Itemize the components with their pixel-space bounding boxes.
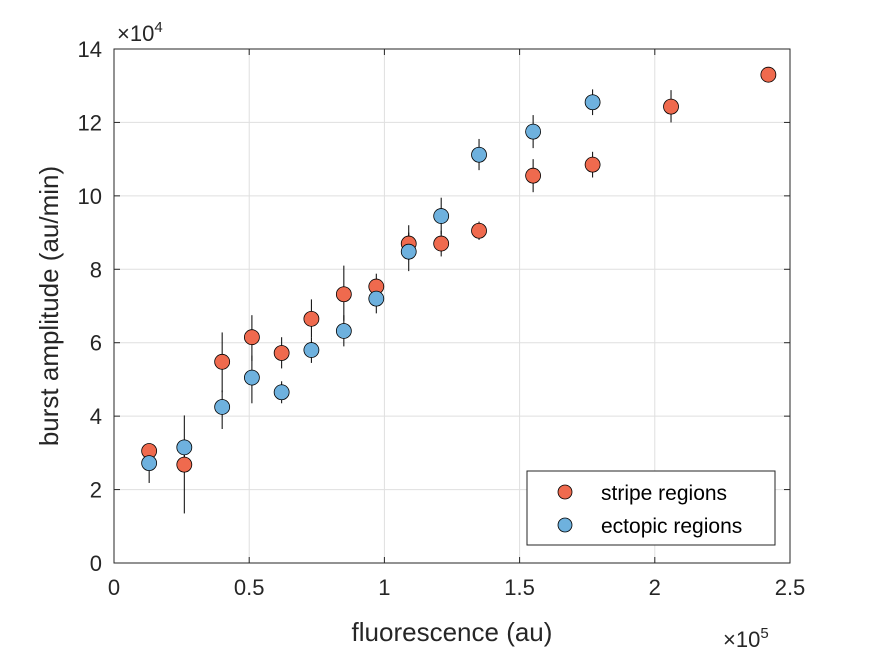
y-exponent-label: ×104	[117, 19, 163, 46]
x-tick-label: 2.5	[775, 575, 806, 600]
y-tick-label: 14	[78, 37, 102, 62]
data-point-ectopic	[471, 146, 487, 163]
legend-box	[526, 470, 776, 546]
data-point-stripe	[525, 167, 542, 184]
x-tick-labels: 0 0.5 1 1.5 2 2.5	[108, 575, 805, 600]
y-tick-label: 4	[90, 404, 102, 429]
x-exponent-base: ×10	[723, 627, 760, 652]
data-point-ectopic	[433, 208, 450, 224]
y-tick-labels: 0 2 4 6 8 10 12 14	[78, 37, 102, 576]
data-point-stripe	[433, 235, 450, 252]
data-point-stripe	[214, 353, 231, 370]
data-point-ectopic	[368, 290, 385, 307]
data-point-ectopic	[141, 455, 158, 472]
x-exponent-power: 5	[760, 625, 768, 642]
y-exponent-base: ×10	[117, 21, 154, 46]
y-tick-label: 6	[90, 331, 102, 356]
data-point-stripe	[471, 222, 487, 239]
x-tick-label: 2	[649, 575, 661, 600]
data-point-ectopic	[584, 94, 601, 111]
legend-label-stripe: stripe regions	[601, 482, 727, 505]
legend-marker-ectopic	[557, 517, 573, 533]
legend-marker-stripe	[557, 484, 573, 500]
data-point-ectopic	[176, 439, 193, 456]
x-tick-label: 1.5	[504, 575, 535, 600]
data-point-stripe	[335, 286, 352, 303]
data-point-stripe	[303, 310, 320, 327]
data-point-ectopic	[244, 369, 260, 386]
data-point-ectopic	[303, 342, 320, 358]
y-exponent-power: 4	[154, 19, 162, 36]
legend: stripe regions ectopic regions	[526, 470, 776, 546]
x-tick-label: 0.5	[234, 575, 265, 600]
y-axis-label: burst amplitude (au/min)	[34, 166, 64, 446]
data-point-stripe	[273, 345, 290, 361]
y-tick-label: 10	[78, 184, 102, 209]
x-axis-label: fluorescence (au)	[352, 617, 553, 647]
data-point-stripe	[663, 98, 679, 115]
y-tick-label: 8	[90, 257, 102, 282]
data-point-ectopic	[525, 123, 542, 140]
legend-label-ectopic: ectopic regions	[601, 515, 742, 538]
plot-frame	[113, 48, 791, 564]
y-tick-label: 12	[78, 110, 102, 135]
x-exponent-label: ×105	[723, 625, 769, 652]
y-tick-label: 0	[90, 551, 102, 576]
data-point-stripe	[760, 66, 777, 83]
data-point-ectopic	[400, 243, 417, 260]
data-point-ectopic	[335, 323, 352, 339]
data-point-ectopic	[214, 399, 231, 415]
y-tick-label: 2	[90, 478, 102, 503]
data-points	[141, 66, 777, 473]
data-point-stripe	[584, 156, 601, 173]
data-point-stripe	[244, 329, 260, 346]
axis-ticks	[113, 48, 791, 564]
x-tick-label: 1	[378, 575, 390, 600]
x-tick-label: 0	[108, 575, 120, 600]
data-point-ectopic	[273, 384, 290, 401]
data-point-stripe	[176, 456, 193, 473]
